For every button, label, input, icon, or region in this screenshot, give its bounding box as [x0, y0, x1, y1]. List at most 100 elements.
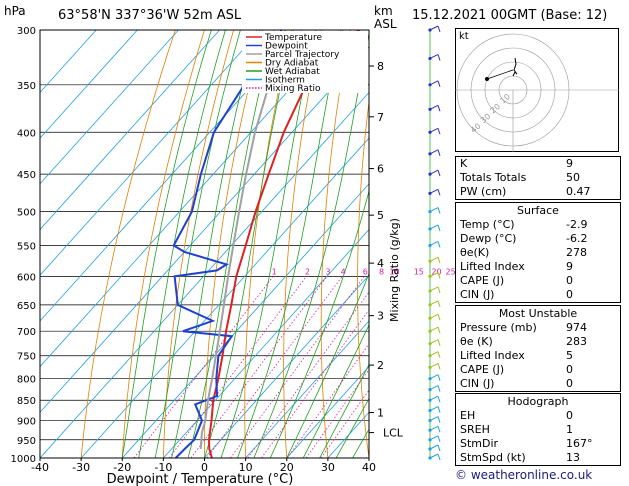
- y-tick-label: 1000: [11, 454, 36, 465]
- surface-label: CAPE (J): [460, 274, 505, 287]
- hodograph-trace: [512, 57, 518, 77]
- wet-adiabat: [269, 189, 369, 458]
- most-unstable-row: Lifted Index 5: [456, 349, 620, 363]
- legend-label: Mixing Ratio: [265, 84, 321, 94]
- surface-value: -6.2: [566, 232, 588, 245]
- y-tick-label: 500: [17, 208, 36, 219]
- wind-barb: [429, 127, 439, 133]
- km-tick-label: LCL: [383, 427, 404, 440]
- wind-barb: [437, 54, 441, 61]
- wind-barb: [429, 435, 439, 441]
- mixing-ratio-line: [206, 276, 343, 458]
- dry-adiabat: [163, 30, 234, 458]
- y-tick-label: 450: [17, 170, 36, 181]
- wind-barb: [437, 385, 441, 392]
- hodograph-title: Hodograph: [507, 395, 569, 408]
- legend-label: Isotherm: [265, 76, 305, 86]
- y-tick-label: 650: [17, 301, 36, 312]
- wet-adiabat: [171, 30, 257, 458]
- km-label: km: [374, 4, 393, 18]
- most-unstable-label: CIN (J): [460, 377, 495, 390]
- isotherm: [40, 30, 303, 322]
- hodograph-unit-label: kt: [459, 31, 469, 42]
- wind-barb: [437, 241, 441, 248]
- hodograph-label: SREH: [460, 423, 490, 436]
- km-tick-label: 5: [377, 209, 384, 222]
- mixing-ratio-label: 8: [379, 267, 384, 276]
- mixing-ratio-label: 15: [414, 267, 424, 276]
- y-tick-label: 300: [17, 26, 36, 37]
- isotherm: [286, 366, 369, 458]
- series-parcel-trajectory: [199, 30, 287, 450]
- wind-barb: [437, 105, 441, 112]
- wind-barb: [437, 396, 441, 403]
- hpa-label: hPa: [4, 4, 26, 18]
- wind-barb: [437, 128, 441, 135]
- most-unstable-value: 283: [566, 335, 587, 348]
- legend-label: Temperature: [264, 33, 322, 43]
- most-unstable-row: CIN (J) 0: [456, 377, 620, 391]
- wind-barb: [437, 257, 441, 264]
- hodograph-row: StmSpd (kt) 13: [456, 451, 620, 465]
- dry-adiabat: [357, 98, 369, 458]
- mixing-ratio-line: [261, 309, 369, 458]
- wet-adiabat: [138, 30, 226, 458]
- isotherm: [245, 320, 369, 458]
- wet-adiabat: [302, 324, 369, 458]
- datetime-label: 15.12.2021 00GMT (Base: 12): [412, 8, 608, 23]
- mixing-ratio-label: 10: [389, 267, 399, 276]
- wet-adiabat: [187, 30, 275, 458]
- wind-barb: [429, 444, 439, 450]
- surface-row: θe(K) 278: [456, 246, 620, 260]
- surface-value: 278: [566, 246, 587, 259]
- wind-barb: [437, 363, 441, 370]
- wind-barb: [437, 189, 441, 196]
- most-unstable-label: θe (K): [460, 335, 493, 348]
- most-unstable-table: Most Unstable Pressure (mb) 974 θe (K) 283 L…: [455, 305, 621, 392]
- wind-barb: [429, 385, 439, 391]
- wet-adiabat: [319, 363, 369, 458]
- x-tick-label: -10: [154, 461, 172, 474]
- isotherm: [40, 30, 261, 276]
- km-tick-label: 6: [377, 163, 384, 176]
- x-tick-label: 0: [201, 461, 208, 474]
- hodograph-label: StmSpd (kt): [460, 451, 526, 464]
- dry-adiabat: [283, 30, 322, 458]
- x-axis-label: Dewpoint / Temperature (°C): [107, 472, 294, 486]
- hodograph-table: Hodograph EH 0 SREH 1 StmDir 167° StmSpd (kt) 1…: [455, 393, 621, 466]
- y-tick-label: 350: [17, 81, 36, 92]
- wind-barb: [429, 149, 439, 155]
- isotherm: [121, 183, 369, 458]
- wind-barb: [437, 406, 441, 413]
- most-unstable-value: 0: [566, 377, 573, 390]
- wind-barb: [429, 300, 439, 306]
- mixing-ratio-line: [168, 276, 307, 458]
- wind-barb: [429, 104, 439, 110]
- location-label: 63°58'N 337°36'W 52m ASL: [58, 8, 242, 23]
- wind-barb: [429, 416, 439, 421]
- isotherm: [40, 30, 344, 368]
- wind-barb: [429, 362, 439, 368]
- indices-value: 50: [566, 171, 580, 184]
- surface-row: Lifted Index 9: [456, 260, 620, 274]
- hodograph-row: SREH 1: [456, 423, 620, 437]
- km-tick-label: 1: [377, 407, 384, 420]
- y-tick-label: 400: [17, 128, 36, 139]
- most-unstable-value: 974: [566, 321, 587, 334]
- mixing-ratio-label: 1: [272, 267, 277, 276]
- surface-value: 9: [566, 260, 573, 273]
- wind-barb: [437, 444, 441, 452]
- surface-row: Temp (°C) -2.9: [456, 218, 620, 232]
- wet-adiabat: [204, 30, 294, 458]
- indices-label: Totals Totals: [460, 171, 527, 184]
- y-tick-label: 900: [17, 417, 36, 428]
- most-unstable-label: Pressure (mb): [460, 321, 537, 334]
- mixing-ratio-label: 3: [325, 267, 330, 276]
- hodograph-row: EH 0: [456, 409, 620, 423]
- indices-row: PW (cm) 0.47: [456, 185, 620, 199]
- x-tick-label: 30: [321, 461, 335, 474]
- most-unstable-title: Most Unstable: [498, 307, 578, 320]
- indices-row: Totals Totals 50: [456, 171, 620, 185]
